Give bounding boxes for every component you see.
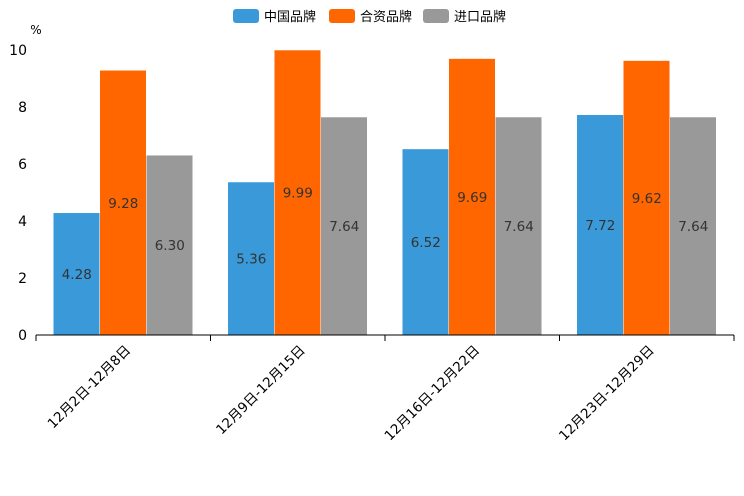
bar: [402, 149, 449, 335]
x-axis-ticks: 12月2日-12月8日 12月9日-12月15日 12月16日-12月22日 12月2…: [35, 335, 735, 445]
bar-value-label: 6.52: [411, 235, 441, 251]
bar-value-label: 5.36: [236, 252, 266, 268]
bar-value-label: 9.28: [108, 196, 138, 212]
y-tick-label: 0: [18, 328, 27, 344]
bar-value-label: 7.72: [585, 218, 615, 234]
y-tick-label: 6: [18, 157, 27, 173]
bar: [100, 70, 146, 336]
x-tick-label: 12月9日-12月15日: [213, 343, 308, 438]
x-tick-label: 12月16日-12月22日: [382, 343, 484, 445]
bar-value-label: 7.64: [504, 219, 534, 235]
y-tick-label: 8: [18, 100, 27, 116]
bar-value-label: 4.28: [62, 267, 92, 283]
bar: [623, 60, 670, 336]
y-tick-label: 10: [9, 43, 27, 59]
bars: [53, 50, 716, 336]
y-axis-unit-label: %: [30, 23, 41, 37]
legend: 中国品牌 合资品牌 进口品牌: [233, 9, 506, 25]
bar-value-label: 7.64: [329, 219, 359, 235]
bar: [53, 213, 100, 335]
bar-value-labels: 4.28 9.28 6.30 5.36 9.99 7.64 6.52 9.69 7.64 7.72…: [62, 186, 709, 283]
x-tick-label: 12月23日-12月29日: [556, 343, 658, 445]
legend-swatch: [423, 9, 449, 23]
legend-label: 中国品牌: [264, 9, 316, 25]
x-tick-label: 12月2日-12月8日: [45, 343, 134, 432]
legend-swatch: [233, 9, 259, 23]
legend-swatch: [329, 9, 355, 23]
legend-label: 合资品牌: [360, 9, 412, 25]
bar: [146, 155, 193, 335]
bar: [449, 58, 495, 336]
bar-value-label: 9.62: [632, 191, 662, 207]
y-tick-label: 4: [18, 214, 27, 230]
legend-label: 进口品牌: [454, 9, 506, 25]
y-axis-ticks: 0 2 4 6 8 10: [9, 43, 27, 344]
bar: [670, 117, 716, 335]
y-tick-label: 2: [18, 271, 27, 287]
bar: [495, 117, 542, 335]
bar: [577, 114, 623, 335]
bar-value-label: 6.30: [155, 238, 185, 254]
bar-value-label: 9.69: [457, 190, 487, 206]
bar-value-label: 7.64: [678, 219, 708, 235]
bar-value-label: 9.99: [283, 186, 313, 202]
bar: [274, 50, 321, 335]
bar: [228, 182, 274, 335]
bar: [321, 117, 367, 335]
